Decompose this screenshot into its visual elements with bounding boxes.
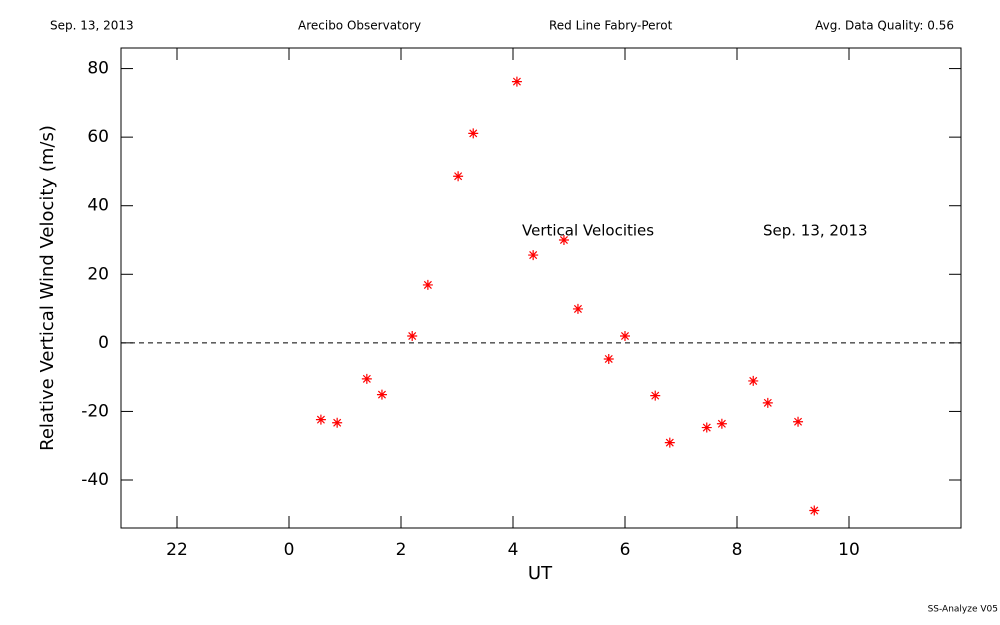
y-tick-label: -40 [81, 470, 109, 490]
footer: SS-Analyze V05 [928, 605, 998, 615]
x-tick-label: 8 [732, 540, 743, 560]
data-point [407, 331, 418, 341]
y-tick-label: 40 [87, 196, 109, 216]
y-tick-label: -20 [81, 401, 109, 421]
y-tick-label: 20 [87, 264, 109, 284]
data-point [361, 373, 372, 384]
annotation: Sep. 13, 2013 [763, 222, 868, 240]
data-point [468, 128, 479, 139]
y-tick-label: 80 [87, 59, 109, 79]
data-point [809, 505, 820, 516]
x-tick-label: 4 [508, 540, 519, 560]
data-point [315, 414, 326, 425]
data-point [572, 303, 583, 314]
x-tick-label: 10 [838, 540, 860, 560]
data-point [701, 422, 712, 433]
data-point [620, 331, 630, 341]
data-point [716, 418, 727, 429]
data-point [748, 375, 759, 386]
data-point [793, 416, 804, 427]
data-point [762, 397, 773, 408]
x-axis-label: UT [528, 563, 553, 584]
header-quality: Avg. Data Quality: 0.56 [815, 19, 954, 33]
data-point [528, 250, 539, 261]
header-instrument: Red Line Fabry-Perot [549, 19, 673, 33]
data-point [376, 389, 387, 400]
data-point [453, 171, 464, 182]
x-tick-label: 22 [166, 540, 188, 560]
data-point [603, 353, 614, 364]
data-point [650, 390, 661, 401]
data-point [664, 437, 675, 448]
y-axis-label: Relative Vertical Wind Velocity (m/s) [37, 125, 58, 451]
data-point [332, 417, 343, 428]
y-tick-label: 60 [87, 127, 109, 147]
x-tick-label: 2 [396, 540, 407, 560]
data-point [511, 76, 522, 87]
header-date: Sep. 13, 2013 [50, 19, 134, 33]
y-tick-label: 0 [98, 333, 109, 353]
data-point [422, 279, 433, 290]
data-point [558, 235, 569, 245]
header-observatory: Arecibo Observatory [298, 19, 421, 33]
plot-frame [120, 47, 962, 529]
x-tick-label: 6 [620, 540, 631, 560]
x-tick-label: 0 [284, 540, 295, 560]
annotation: Vertical Velocities [522, 222, 654, 240]
